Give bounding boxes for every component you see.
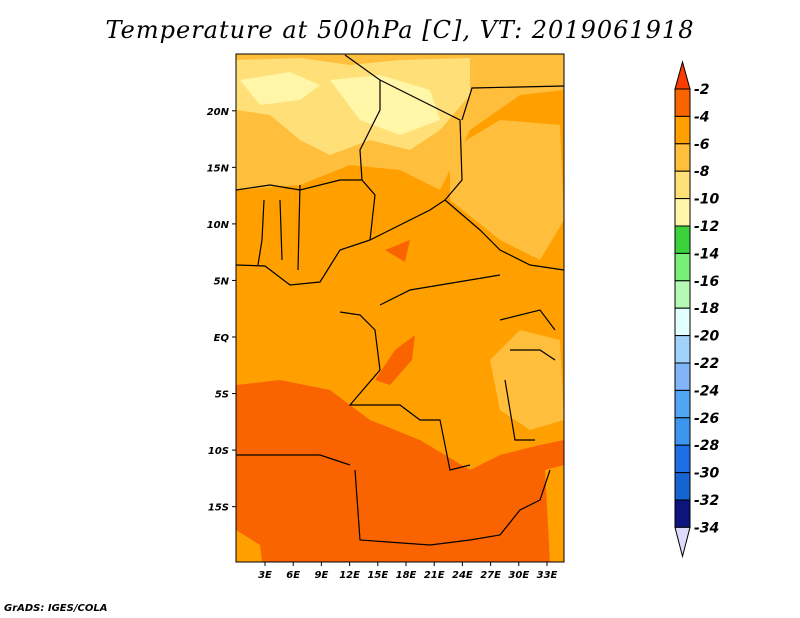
colorbar-swatch	[674, 225, 691, 254]
credit-label: GrADS: IGES/COLA	[4, 603, 108, 614]
colorbar-label: -8	[694, 164, 710, 180]
colorbar-swatch	[674, 115, 691, 145]
colorbar-label: -12	[694, 219, 719, 235]
colorbar-label: -30	[694, 466, 720, 482]
colorbar-label: -28	[694, 438, 720, 454]
colorbar-label: -20	[694, 329, 720, 345]
colorbar-swatch	[674, 335, 691, 364]
colorbar-swatch	[674, 280, 691, 309]
colorbar-label: -16	[694, 274, 720, 290]
colorbar-swatch	[674, 444, 691, 474]
colorbar-label: -4	[694, 109, 710, 125]
temperature-field	[236, 54, 564, 562]
y-tick-label: 10S	[208, 446, 229, 457]
y-tick-label: 5S	[215, 390, 229, 401]
y-tick-label: 15N	[207, 163, 230, 174]
colorbar-swatch	[674, 143, 691, 172]
colorbar-label: -18	[694, 301, 720, 317]
colorbar-swatch	[674, 88, 691, 117]
y-axis-ticks: 20N 15N 10N 5N EQ 5S 10S 15S	[207, 107, 236, 514]
plot-title: Temperature at 500hPa [C], VT: 201906191…	[105, 16, 695, 44]
colorbar-label: -14	[694, 246, 719, 262]
x-tick-label: 18E	[396, 570, 417, 581]
colorbar-label: -22	[694, 356, 719, 372]
colorbar-swatch	[674, 389, 691, 419]
colorbar-max-arrow	[674, 60, 691, 90]
x-tick-label: 21E	[424, 570, 445, 581]
x-tick-label: 3E	[258, 570, 272, 581]
field-minus2-4	[236, 380, 564, 562]
x-tick-label: 33E	[537, 570, 558, 581]
colorbar-label: -34	[694, 520, 719, 536]
x-tick-label: 6E	[286, 570, 300, 581]
y-tick-label: EQ	[214, 333, 230, 344]
colorbar-swatch	[674, 170, 691, 200]
map-frame	[235, 53, 565, 563]
country-borders	[236, 54, 564, 546]
x-tick-label: 27E	[480, 570, 501, 581]
colorbar-label: -24	[694, 383, 719, 399]
x-tick-label: 9E	[315, 570, 329, 581]
colorbar-swatch	[674, 362, 691, 391]
field-minus6-8-east	[450, 120, 564, 260]
colorbar-swatch	[674, 472, 691, 501]
field-minus6-8-eastafrica	[490, 330, 564, 430]
x-tick-label: 24E	[452, 570, 473, 581]
colorbar-swatch	[674, 198, 691, 227]
colorbar-swatch	[674, 307, 691, 337]
colorbar-swatch	[674, 252, 691, 282]
colorbar-min-arrow	[674, 526, 691, 559]
x-tick-label: 30E	[508, 570, 529, 581]
field-minus10-12	[240, 72, 440, 135]
colorbar-label: -10	[694, 192, 720, 208]
colorbar-swatch	[674, 417, 691, 446]
x-tick-label: 15E	[367, 570, 388, 581]
colorbar-label: -2	[694, 82, 710, 98]
x-tick-label: 12E	[339, 570, 360, 581]
y-tick-label: 20N	[207, 107, 230, 118]
colorbar-swatch	[674, 499, 691, 528]
colorbar-label: -32	[694, 493, 719, 509]
colorbar: -2 -4 -6 -8 -10 -12 -14 -16 -18 -20 -22 -24 -26 -28 -3…	[674, 60, 720, 559]
colorbar-label: -26	[694, 411, 720, 427]
y-tick-label: 15S	[208, 503, 229, 514]
y-tick-label: 10N	[207, 220, 230, 231]
y-tick-label: 5N	[214, 276, 230, 287]
colorbar-label: -6	[694, 137, 710, 153]
x-axis-ticks: 3E 6E 9E 12E 15E 18E 21E 24E 27E 30E 33E	[258, 562, 558, 581]
